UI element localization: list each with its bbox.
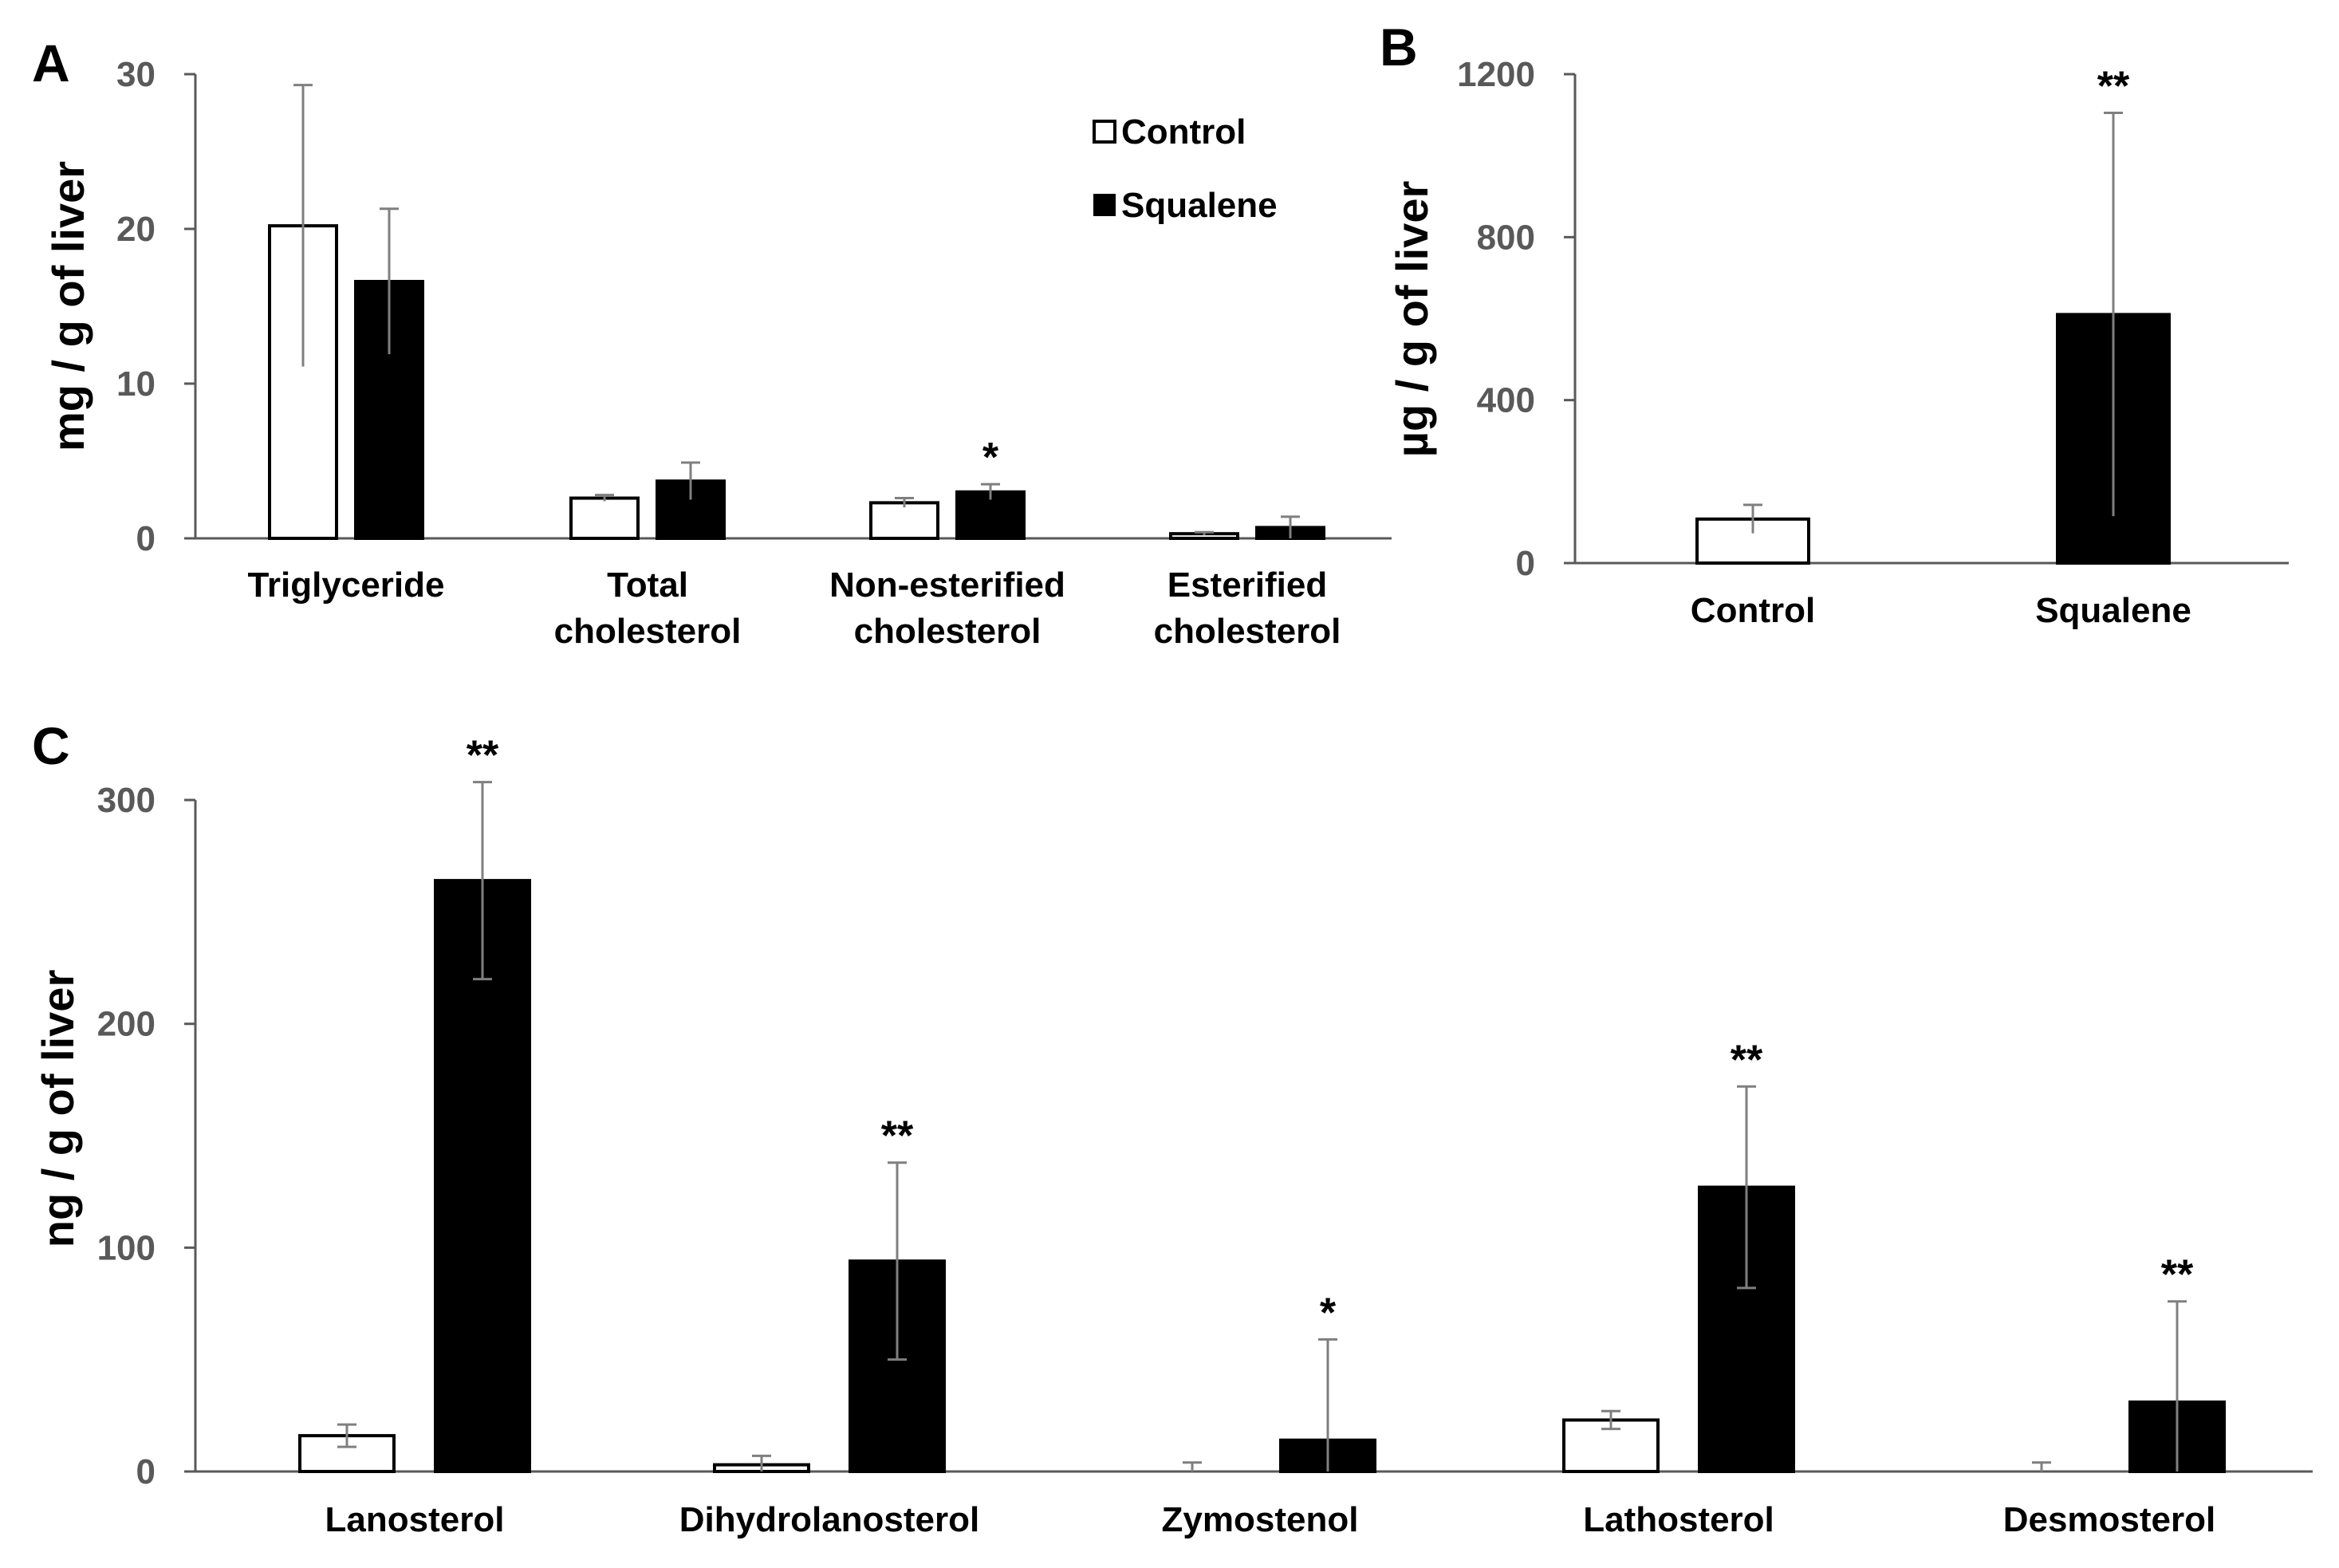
x-tick-label: Total bbox=[607, 565, 688, 605]
y-tick-label: 20 bbox=[116, 210, 156, 249]
significance-marker: ** bbox=[2161, 1252, 2194, 1298]
y-tick-label: 1200 bbox=[1457, 55, 1535, 94]
panel-c: Cng / g of liver 0 100 200 300 Lanosterol Dihy… bbox=[32, 716, 2313, 1539]
y-axis-label: mg / g of liver bbox=[43, 161, 93, 451]
y-tick-label: 0 bbox=[136, 1452, 156, 1491]
y-tick-label: 200 bbox=[97, 1005, 156, 1044]
legend-label-squalene: Squalene bbox=[1121, 186, 1278, 225]
x-tick-label: Lathosterol bbox=[1583, 1500, 1774, 1539]
y-tick-label: 0 bbox=[1516, 544, 1535, 583]
significance-marker: ** bbox=[467, 733, 499, 779]
legend-swatch-squalene bbox=[1093, 194, 1116, 216]
x-tick-label: Desmosterol bbox=[2003, 1500, 2216, 1539]
significance-marker: ** bbox=[881, 1113, 914, 1160]
panel-letter: C bbox=[32, 716, 70, 775]
x-tick-label: Dihydrolanosterol bbox=[679, 1500, 980, 1539]
y-axis-label: ng / g of liver bbox=[33, 970, 83, 1247]
y-tick-label: 30 bbox=[116, 55, 156, 94]
y-tick-label: 100 bbox=[97, 1228, 156, 1267]
x-tick-label: cholesterol bbox=[1154, 612, 1341, 651]
panel-letter: A bbox=[32, 33, 70, 93]
y-tick-label: 10 bbox=[116, 364, 156, 404]
y-tick-label: 800 bbox=[1477, 218, 1535, 257]
x-tick-label: Control bbox=[1691, 591, 1815, 630]
x-tick-label: Squalene bbox=[2035, 591, 2191, 630]
significance-marker: * bbox=[1320, 1290, 1337, 1336]
x-tick-label: Esterified bbox=[1168, 565, 1328, 605]
y-tick-label: 400 bbox=[1477, 381, 1535, 420]
panel-a: Amg / g of liver 0 10 20 30 Triglyceride Total… bbox=[32, 33, 1392, 651]
legend-label-control: Control bbox=[1121, 112, 1246, 152]
x-tick-label: cholesterol bbox=[854, 612, 1042, 651]
y-axis-label: µg / g of liver bbox=[1387, 181, 1437, 458]
control-bar bbox=[869, 501, 939, 541]
y-tick-label: 0 bbox=[136, 519, 156, 558]
significance-marker: ** bbox=[2097, 64, 2130, 110]
legend: Control Squalene bbox=[1093, 112, 1278, 225]
x-tick-label: Non-esterified bbox=[829, 565, 1065, 605]
x-tick-label: Zymostenol bbox=[1162, 1500, 1359, 1539]
legend-swatch-control bbox=[1093, 120, 1116, 144]
panel-b: Bµg / g of liver 0 400 800 1200 Control Squale… bbox=[1380, 18, 2289, 630]
panel-letter: B bbox=[1380, 18, 1418, 77]
x-tick-label: Triglyceride bbox=[247, 565, 444, 605]
x-tick-label: cholesterol bbox=[554, 612, 742, 651]
control-bar bbox=[569, 496, 640, 540]
y-tick-label: 300 bbox=[97, 781, 156, 820]
significance-marker: * bbox=[982, 435, 999, 481]
significance-marker: ** bbox=[1731, 1037, 1763, 1083]
x-tick-label: Lanosterol bbox=[325, 1500, 505, 1539]
